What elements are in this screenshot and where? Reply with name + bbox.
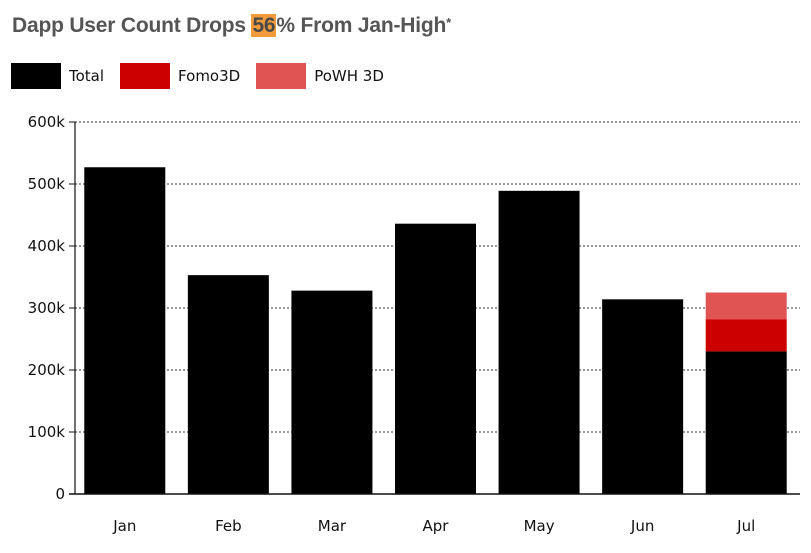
y-tick-label-200k: 200k xyxy=(28,361,66,379)
legend-item-total: Total xyxy=(11,63,104,89)
legend-label-total: Total xyxy=(69,67,105,85)
legend-label-powh3d: PoWH 3D xyxy=(314,67,384,85)
bar-jun-total xyxy=(602,299,684,494)
title-highlight: 56 xyxy=(251,14,277,37)
bar-apr-total xyxy=(395,223,476,494)
bar-jan-total xyxy=(84,167,166,494)
bar-mar-total xyxy=(291,290,373,494)
x-tick-label-jul: Jul xyxy=(736,517,755,535)
bar-feb-total xyxy=(187,275,269,494)
x-tick-label-jun: Jun xyxy=(630,517,654,535)
chart-title: Dapp User Count Drops 56% From Jan-High* xyxy=(12,14,451,38)
legend-item-powh3d: PoWH 3D xyxy=(256,63,384,89)
x-tick-label-apr: Apr xyxy=(423,517,450,535)
bar-jul-powh3d xyxy=(705,292,787,320)
x-tick-label-mar: Mar xyxy=(318,517,347,535)
x-tick-label-jan: Jan xyxy=(112,517,136,535)
title-text-2: % From Jan-High xyxy=(276,14,447,37)
legend-item-fomo3d: Fomo3D xyxy=(120,63,240,89)
bar-may-total xyxy=(498,190,580,494)
y-tick-label-300k: 300k xyxy=(28,299,66,317)
y-tick-label-0: 0 xyxy=(55,485,65,503)
bar-jul-total xyxy=(705,351,787,494)
legend-swatch-powh3d xyxy=(256,63,307,89)
legend-swatch-fomo3d xyxy=(120,63,171,89)
bar-jul-fomo3d xyxy=(705,319,787,352)
legend-label-fomo3d: Fomo3D xyxy=(178,67,241,85)
y-tick-label-100k: 100k xyxy=(28,423,66,441)
y-tick-label-400k: 400k xyxy=(28,237,66,255)
y-tick-label-500k: 500k xyxy=(28,175,66,193)
y-tick-label-600k: 600k xyxy=(28,113,66,131)
legend: Total Fomo3D PoWH 3D xyxy=(11,62,400,90)
x-tick-label-feb: Feb xyxy=(215,517,242,535)
legend-swatch-total xyxy=(11,63,61,89)
x-tick-label-may: May xyxy=(524,517,555,535)
title-text-1: Dapp User Count Drops xyxy=(12,14,252,37)
title-asterisk: * xyxy=(446,15,451,30)
